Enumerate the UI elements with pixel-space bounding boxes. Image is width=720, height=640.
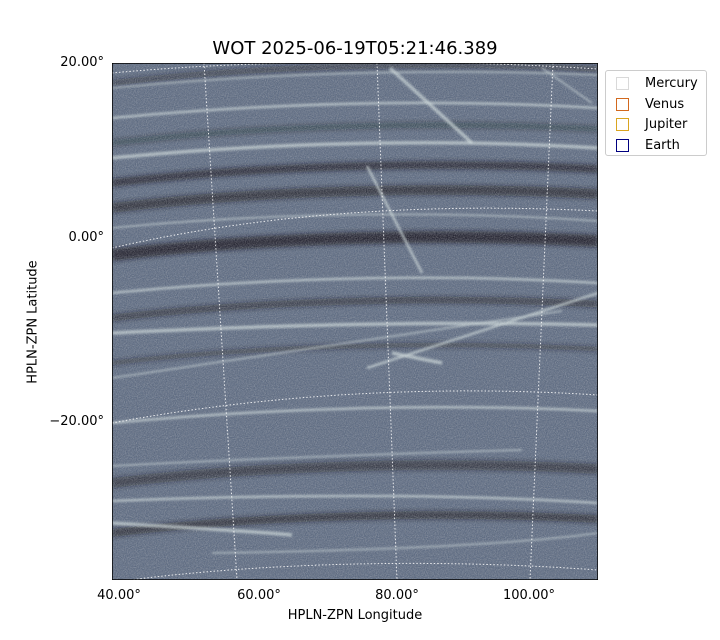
mercury-swatch [616, 76, 629, 90]
jupiter-swatch [616, 117, 629, 131]
legend-label: Mercury [645, 75, 698, 91]
y-tick-label: 0.00° [68, 230, 104, 245]
coordinate-grid [112, 63, 598, 580]
x-tick-label: 40.00° [97, 588, 141, 603]
legend-label: Jupiter [645, 116, 688, 132]
legend-item-mercury: Mercury [616, 75, 698, 91]
legend-label: Earth [645, 137, 680, 153]
x-axis-label: HPLN-ZPN Longitude [287, 608, 423, 623]
plot-title: WOT 2025-06-19T05:21:46.389 [212, 38, 498, 59]
y-axis-label: HPLN-ZPN Latitude [25, 260, 41, 384]
x-tick-label: 60.00° [237, 588, 281, 603]
earth-swatch [616, 138, 629, 152]
venus-swatch [616, 97, 629, 111]
noise-texture [112, 63, 598, 580]
y-tick-label: 20.00° [60, 55, 104, 70]
x-tick-label: 80.00° [375, 588, 419, 603]
legend: Mercury Venus Jupiter Earth [605, 70, 707, 156]
legend-item-earth: Earth [616, 137, 680, 153]
y-tick-label: −20.00° [49, 414, 104, 429]
legend-item-jupiter: Jupiter [616, 116, 687, 132]
legend-item-venus: Venus [616, 96, 684, 112]
x-tick-label: 100.00° [503, 588, 555, 603]
heliospheric-image [112, 63, 598, 580]
legend-label: Venus [645, 96, 685, 112]
